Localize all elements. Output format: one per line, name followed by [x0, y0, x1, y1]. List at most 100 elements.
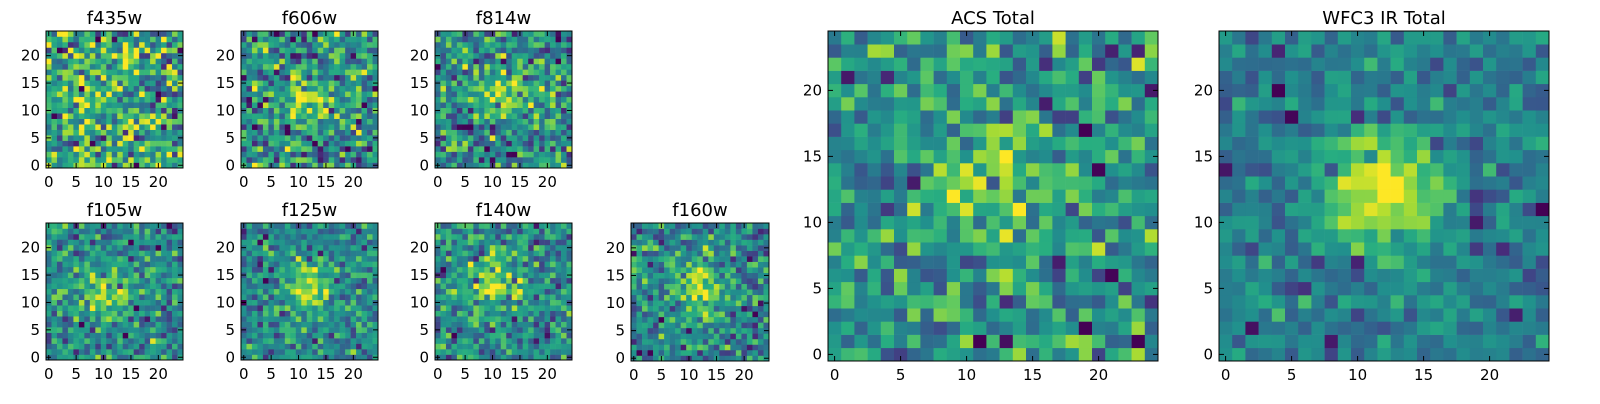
pixel-cell: [1066, 203, 1080, 217]
pixel-cell: [329, 228, 335, 234]
pixel-cell: [446, 228, 452, 234]
pixel-cell: [495, 289, 501, 295]
pixel-cell: [139, 322, 145, 328]
pixel-cell: [252, 338, 258, 344]
pixel-cell: [340, 311, 346, 317]
pixel-cell: [90, 108, 96, 114]
pixel-cell: [134, 311, 140, 317]
pixel-cell: [90, 157, 96, 163]
pixel-cell: [296, 146, 302, 152]
pixel-cell: [345, 300, 351, 306]
pixel-cell: [512, 47, 518, 53]
pixel-cell: [501, 135, 507, 141]
pixel-cell: [484, 119, 490, 125]
pixel-cell: [101, 42, 107, 48]
pixel-cell: [62, 250, 68, 256]
pixel-cell: [501, 119, 507, 125]
pixel-cell: [457, 228, 463, 234]
pixel-cell: [268, 349, 274, 355]
pixel-cell: [334, 53, 340, 59]
pixel-cell: [128, 42, 134, 48]
pixel-cell: [435, 333, 441, 339]
pixel-cell: [659, 278, 665, 284]
pixel-cell: [172, 91, 178, 97]
pixel-cell: [894, 269, 908, 283]
pixel-cell: [473, 135, 479, 141]
pixel-cell: [128, 256, 134, 262]
pixel-cell: [523, 344, 529, 350]
pixel-cell: [178, 102, 184, 108]
pixel-cell: [128, 141, 134, 147]
pixel-cell: [539, 322, 545, 328]
pixel-cell: [318, 152, 324, 158]
pixel-cell: [128, 130, 134, 136]
y-tick-label: 10: [410, 293, 429, 311]
pixel-cell: [960, 269, 974, 283]
pixel-cell: [290, 64, 296, 70]
pixel-cell: [178, 333, 184, 339]
pixel-cell: [648, 300, 654, 306]
pixel-cell: [263, 157, 269, 163]
pixel-cell: [90, 31, 96, 37]
pixel-cell: [252, 333, 258, 339]
pixel-cell: [178, 278, 184, 284]
pixel-cell: [484, 113, 490, 119]
pixel-cell: [340, 97, 346, 103]
pixel-cell: [545, 124, 551, 130]
pixel-cell: [1039, 203, 1053, 217]
pixel-cell: [323, 80, 329, 86]
pixel-cell: [440, 344, 446, 350]
pixel-cell: [501, 349, 507, 355]
pixel-cell: [95, 278, 101, 284]
pixel-cell: [134, 305, 140, 311]
pixel-cell: [686, 344, 692, 350]
pixel-cell: [345, 267, 351, 273]
pixel-cell: [79, 124, 85, 130]
pixel-cell: [828, 189, 842, 203]
pixel-cell: [854, 189, 868, 203]
pixel-cell: [285, 124, 291, 130]
pixel-cell: [484, 86, 490, 92]
pixel-cell: [692, 284, 698, 290]
pixel-cell: [703, 311, 709, 317]
pixel-cell: [758, 289, 764, 295]
pixel-cell: [664, 306, 670, 312]
pixel-cell: [145, 267, 151, 273]
pixel-cell: [279, 239, 285, 245]
pixel-cell: [117, 119, 123, 125]
pixel-cell: [268, 157, 274, 163]
pixel-cell: [664, 240, 670, 246]
pixel-cell: [351, 97, 357, 103]
pixel-cell: [534, 163, 540, 169]
pixel-cell: [545, 146, 551, 152]
pixel-cell: [539, 349, 545, 355]
pixel-cell: [440, 289, 446, 295]
pixel-cell: [46, 344, 52, 350]
pixel-cell: [451, 294, 457, 300]
pixel-cell: [1145, 308, 1159, 322]
pixel-cell: [373, 58, 379, 64]
pixel-cell: [161, 130, 167, 136]
pixel-cell: [523, 42, 529, 48]
pixel-cell: [479, 58, 485, 64]
pixel-cell: [550, 53, 556, 59]
pixel-cell: [512, 283, 518, 289]
pixel-cell: [741, 328, 747, 334]
pixel-cell: [351, 146, 357, 152]
pixel-cell: [285, 316, 291, 322]
pixel-cell: [523, 322, 529, 328]
pixel-cell: [517, 228, 523, 234]
pixel-cell: [373, 64, 379, 70]
pixel-cell: [106, 58, 112, 64]
pixel-cell: [473, 31, 479, 37]
x-tick-label: 20: [538, 173, 557, 191]
pixel-cell: [506, 300, 512, 306]
pixel-cell: [340, 245, 346, 251]
pixel-cell: [161, 283, 167, 289]
pixel-cell: [446, 234, 452, 240]
pixel-cell: [1145, 335, 1159, 349]
pixel-cell: [473, 75, 479, 81]
pixel-cell: [95, 245, 101, 251]
pixel-cell: [340, 338, 346, 344]
pixel-cell: [134, 322, 140, 328]
